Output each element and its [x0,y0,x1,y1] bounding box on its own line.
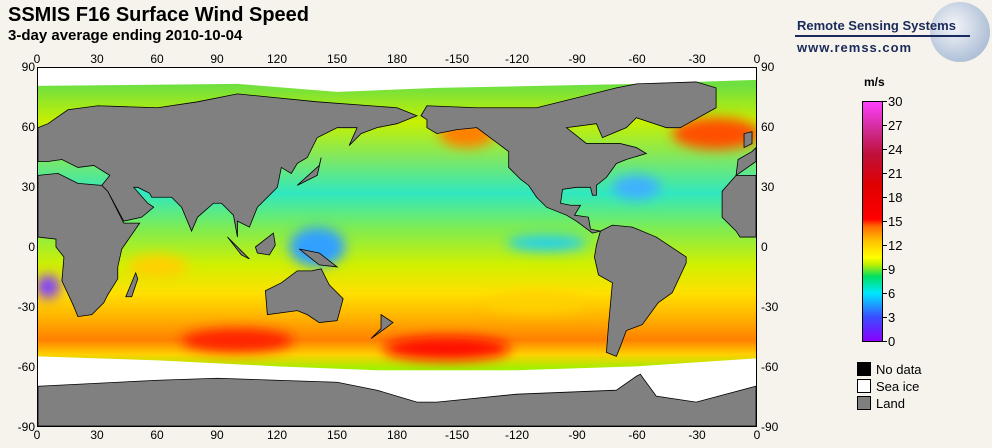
lat-tick-right: -30 [761,300,779,314]
australia [264,268,344,323]
sea-ice-swatch [857,379,871,393]
wind-features [36,117,760,361]
colorbar-tick-label: 12 [888,238,903,253]
lon-tick-bottom: -150 [444,428,470,442]
lon-tick-top: 120 [266,52,288,66]
lon-tick-bottom: -60 [628,428,646,442]
colorbar-tick: 21 [883,166,902,181]
lat-tick-right: -90 [761,420,779,434]
lat-tick-right: 30 [761,180,775,194]
logo-url: www.remss.com [797,40,913,55]
colorbar-tick-label: 27 [888,118,903,133]
colorbar-tick: 18 [883,190,902,205]
colorbar-tick: 0 [883,334,895,349]
colorbar-tick-label: 30 [888,94,903,109]
lon-tick-top: -90 [568,52,586,66]
colorbar-tick-label: 6 [888,286,896,301]
colorbar-tick: 3 [883,310,895,325]
lon-tick-top: 0 [753,52,761,66]
lat-tick-left: 0 [28,240,35,254]
north-america [420,81,717,234]
colorbar-tick-label: 15 [888,214,903,229]
lon-tick-bottom: -30 [688,428,706,442]
lat-tick-left: -30 [17,300,35,314]
iberia [735,146,757,177]
lon-tick-top: -150 [444,52,470,66]
wind-map [36,67,760,427]
lon-tick-bottom: 0 [753,428,761,442]
lon-tick-bottom: -120 [504,428,530,442]
legend-no-data: No data [857,362,922,377]
colorbar-tick-label: 0 [888,334,896,349]
lon-tick-top: 150 [326,52,348,66]
lon-tick-bottom: 120 [266,428,288,442]
lon-tick-top: 0 [33,52,41,66]
lat-tick-right: -60 [761,360,779,374]
lat-tick-left: 90 [21,60,35,74]
globe-icon [930,2,990,62]
lon-tick-bottom: 60 [150,428,164,442]
lon-tick-top: 60 [150,52,164,66]
lat-tick-left: 60 [21,120,35,134]
logo-name: Remote Sensing Systems [797,18,956,33]
legend-label: No data [876,362,922,377]
colorbar-tick-label: 18 [888,190,903,205]
lon-tick-top: 30 [90,52,104,66]
africa-west [721,175,757,238]
legend-land: Land [857,396,905,411]
colorbar-unit: m/s [864,75,885,89]
logo-divider [795,35,970,37]
lon-tick-bottom: 150 [326,428,348,442]
lat-tick-right: 0 [761,240,768,254]
colorbar-tick: 15 [883,214,902,229]
legend-label: Sea ice [876,379,920,394]
lon-tick-top: 180 [386,52,408,66]
colorbar-tick-label: 9 [888,262,896,277]
lon-tick-top: 90 [210,52,224,66]
lat-tick-left: 30 [21,180,35,194]
colorbar-tick: 9 [883,262,895,277]
no-data-swatch [857,362,871,376]
borneo [254,232,276,256]
lon-tick-bottom: 90 [210,428,224,442]
lat-tick-left: -90 [17,420,35,434]
lon-tick-bottom: 30 [90,428,104,442]
colorbar-tick: 27 [883,118,902,133]
colorbar-tick-label: 21 [888,166,903,181]
legend-sea-ice: Sea ice [857,379,919,394]
colorbar-tick: 24 [883,142,902,157]
colorbar-tick-label: 24 [888,142,903,157]
britain [743,131,753,149]
lat-tick-right: 60 [761,120,775,134]
new-zealand [370,313,394,339]
madagascar [125,271,139,298]
lat-tick-right: 90 [761,60,775,74]
lon-tick-bottom: -90 [568,428,586,442]
lon-tick-top: -30 [688,52,706,66]
new-guinea [299,248,339,268]
page-title: SSMIS F16 Surface Wind Speed [8,4,310,26]
sumatra [227,236,250,260]
colorbar-tick: 6 [883,286,895,301]
rss-logo: Remote Sensing Systems www.remss.com [795,2,990,63]
lon-tick-bottom: 0 [33,428,41,442]
south-america [594,224,687,357]
lon-tick-top: -120 [504,52,530,66]
lon-tick-bottom: 180 [386,428,408,442]
map-svg [36,68,760,427]
colorbar-tick-label: 3 [888,310,896,325]
colorbar [862,101,883,342]
colorbar-tick: 12 [883,238,902,253]
page-subtitle: 3-day average ending 2010-10-04 [8,27,243,44]
eurasia [37,93,419,238]
land [37,81,757,427]
japan [297,157,322,186]
legend-label: Land [876,396,905,411]
lon-tick-top: -60 [628,52,646,66]
lat-tick-left: -60 [17,360,35,374]
colorbar-tick: 30 [883,94,902,109]
land-swatch [857,396,871,410]
